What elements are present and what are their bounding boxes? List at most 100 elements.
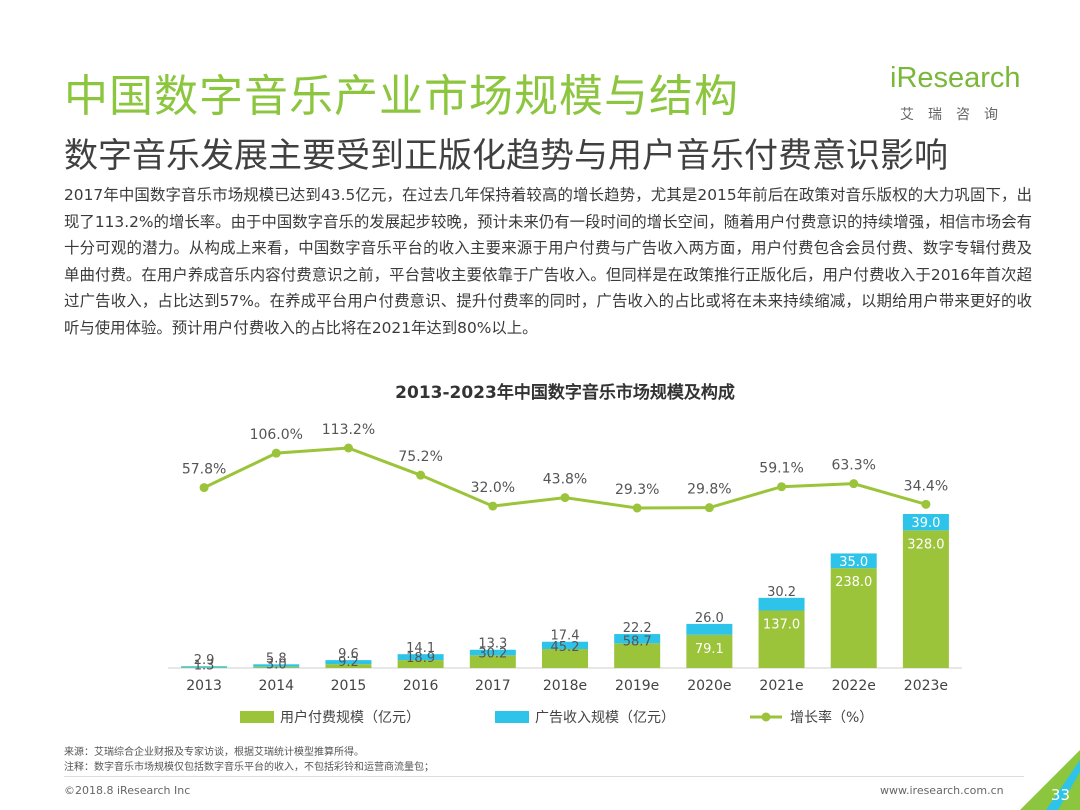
x-tick-label: 2022e	[832, 678, 876, 694]
notes: 来源：艾瑞综合企业财报及专家访谈，根据艾瑞统计模型推算所得。 注释：数字音乐市场…	[64, 745, 434, 775]
growth-label: 43.8%	[543, 472, 587, 488]
x-tick-label: 2017	[475, 678, 511, 694]
corner-stripe	[1046, 760, 1080, 810]
market-chart: 2013-2023年中国数字音乐市场规模及构成 1.32.9 2013 3.05.8…	[168, 382, 962, 726]
bar-ad-label: 26.0	[695, 611, 724, 626]
bar-user-payment	[181, 667, 228, 668]
bar-ad-label: 30.2	[767, 585, 796, 600]
iresearch-logo: iResearch 艾瑞咨询	[890, 62, 1030, 126]
x-tick-label: 2013	[186, 678, 222, 694]
page-title: 中国数字音乐产业市场规模与结构	[64, 71, 739, 122]
growth-label: 63.3%	[831, 458, 875, 474]
x-tick-label: 2018e	[543, 678, 587, 694]
bar-ad-revenue	[758, 597, 805, 611]
bar-ad-revenue	[253, 664, 300, 667]
bar-ad-revenue	[397, 654, 444, 661]
growth-label: 29.8%	[687, 482, 731, 498]
bar-ad-label: 2.9	[194, 653, 215, 668]
bar-user-payment	[253, 666, 300, 668]
growth-label: 59.1%	[759, 461, 803, 477]
bar-ad-revenue	[614, 634, 661, 644]
growth-point	[849, 479, 859, 489]
growth-label: 106.0%	[250, 427, 303, 443]
bar-ad-revenue	[830, 553, 877, 569]
legend-user-label: 用户付费规模（亿元）	[280, 709, 420, 726]
bar-user-payment	[614, 643, 661, 668]
x-tick-label: 2016	[403, 678, 439, 694]
growth-label: 34.4%	[904, 478, 948, 494]
website: www.iresearch.com.cn	[880, 784, 1004, 797]
growth-point	[199, 483, 209, 493]
legend-user-swatch	[240, 711, 274, 723]
growth-point	[704, 503, 714, 513]
x-tick-label: 2019e	[615, 678, 659, 694]
x-tick-label: 2014	[258, 678, 294, 694]
copyright: ©2018.8 iResearch Inc	[64, 784, 191, 797]
bar-user-payment	[325, 664, 372, 668]
legend-growth-label: 增长率（%）	[790, 709, 873, 726]
x-tick-label: 2015	[331, 678, 367, 694]
growth-point	[416, 470, 426, 480]
legend-growth-marker	[761, 712, 771, 722]
bar-user-label: 18.9	[406, 651, 435, 666]
bar-user-label: 3.0	[266, 658, 287, 673]
bar-ad-label: 39.0	[911, 516, 940, 531]
bar-user-label: 79.1	[695, 642, 724, 657]
bar-user-label: 45.2	[551, 640, 580, 655]
logo-word: iResearch	[890, 62, 1021, 94]
source-note: 来源：艾瑞综合企业财报及专家访谈，根据艾瑞统计模型推算所得。	[64, 747, 364, 758]
growth-point	[777, 482, 787, 492]
bar-user-label: 137.0	[763, 618, 800, 633]
chart-title: 2013-2023年中国数字音乐市场规模及构成	[395, 382, 735, 403]
bar-user-label: 30.2	[478, 646, 507, 661]
page-number: 33	[1050, 786, 1070, 804]
bar-ad-revenue	[181, 666, 228, 668]
bar-user-payment	[686, 634, 733, 668]
bar-user-payment	[758, 610, 805, 668]
legend-ad-label: 广告收入规模（亿元）	[535, 710, 675, 726]
logo-subtitle: 艾瑞咨询	[900, 107, 1012, 123]
bar-ad-revenue	[325, 660, 372, 665]
bar-user-payment	[830, 568, 877, 668]
growth-label: 57.8%	[182, 462, 226, 478]
legend-ad-swatch	[495, 711, 529, 723]
body-paragraph: 2017年中国数字音乐市场规模已达到43.5亿元，在过去几年保持着较高的增长趋势…	[64, 186, 1032, 337]
page-corner-shape	[1020, 750, 1080, 810]
bar-user-label: 1.3	[194, 658, 215, 673]
growth-point	[488, 501, 498, 511]
x-tick-label: 2021e	[759, 678, 803, 694]
bar-ad-revenue	[469, 649, 516, 656]
bar-ad-revenue	[902, 514, 949, 531]
footer-divider	[64, 776, 1024, 777]
footnote: 注释：数字音乐市场规模仅包括数字音乐平台的收入，不包括彩铃和运营商流量包；	[64, 762, 434, 773]
bar-user-label: 58.7	[623, 634, 652, 649]
bar-ad-label: 9.6	[338, 647, 359, 662]
bar-user-payment	[397, 660, 444, 668]
bar-user-payment	[469, 655, 516, 668]
bar-ad-label: 13.3	[478, 637, 507, 652]
bar-user-label: 9.2	[338, 655, 359, 670]
bar-user-payment	[542, 649, 588, 668]
bar-user-label: 328.0	[907, 537, 944, 552]
bar-user-payment	[902, 530, 949, 668]
x-tick-label: 2023e	[904, 678, 948, 694]
growth-point	[271, 448, 281, 458]
bar-ad-revenue	[542, 641, 588, 650]
bar-ad-revenue	[686, 623, 733, 635]
growth-label: 29.3%	[615, 482, 659, 498]
x-tick-label: 2020e	[687, 678, 731, 694]
chart-container: 2013-2023年中国数字音乐市场规模及构成 1.3 2.9 2013 3.0 5.8…	[150, 374, 980, 734]
growth-label: 75.2%	[398, 449, 442, 465]
growth-label: 113.2%	[322, 422, 375, 438]
growth-label: 32.0%	[471, 480, 515, 496]
page-subtitle: 数字音乐发展主要受到正版化趋势与用户音乐付费意识影响	[64, 136, 948, 176]
bar-ad-label: 17.4	[551, 629, 580, 644]
growth-point	[632, 503, 642, 513]
growth-point	[343, 443, 353, 453]
growth-point	[921, 499, 931, 509]
bar-ad-label: 5.8	[266, 651, 287, 666]
bar-user-label: 238.0	[835, 575, 872, 590]
growth-point	[560, 493, 570, 503]
bar-ad-label: 14.1	[406, 641, 435, 656]
bar-ad-label: 35.0	[839, 555, 868, 570]
